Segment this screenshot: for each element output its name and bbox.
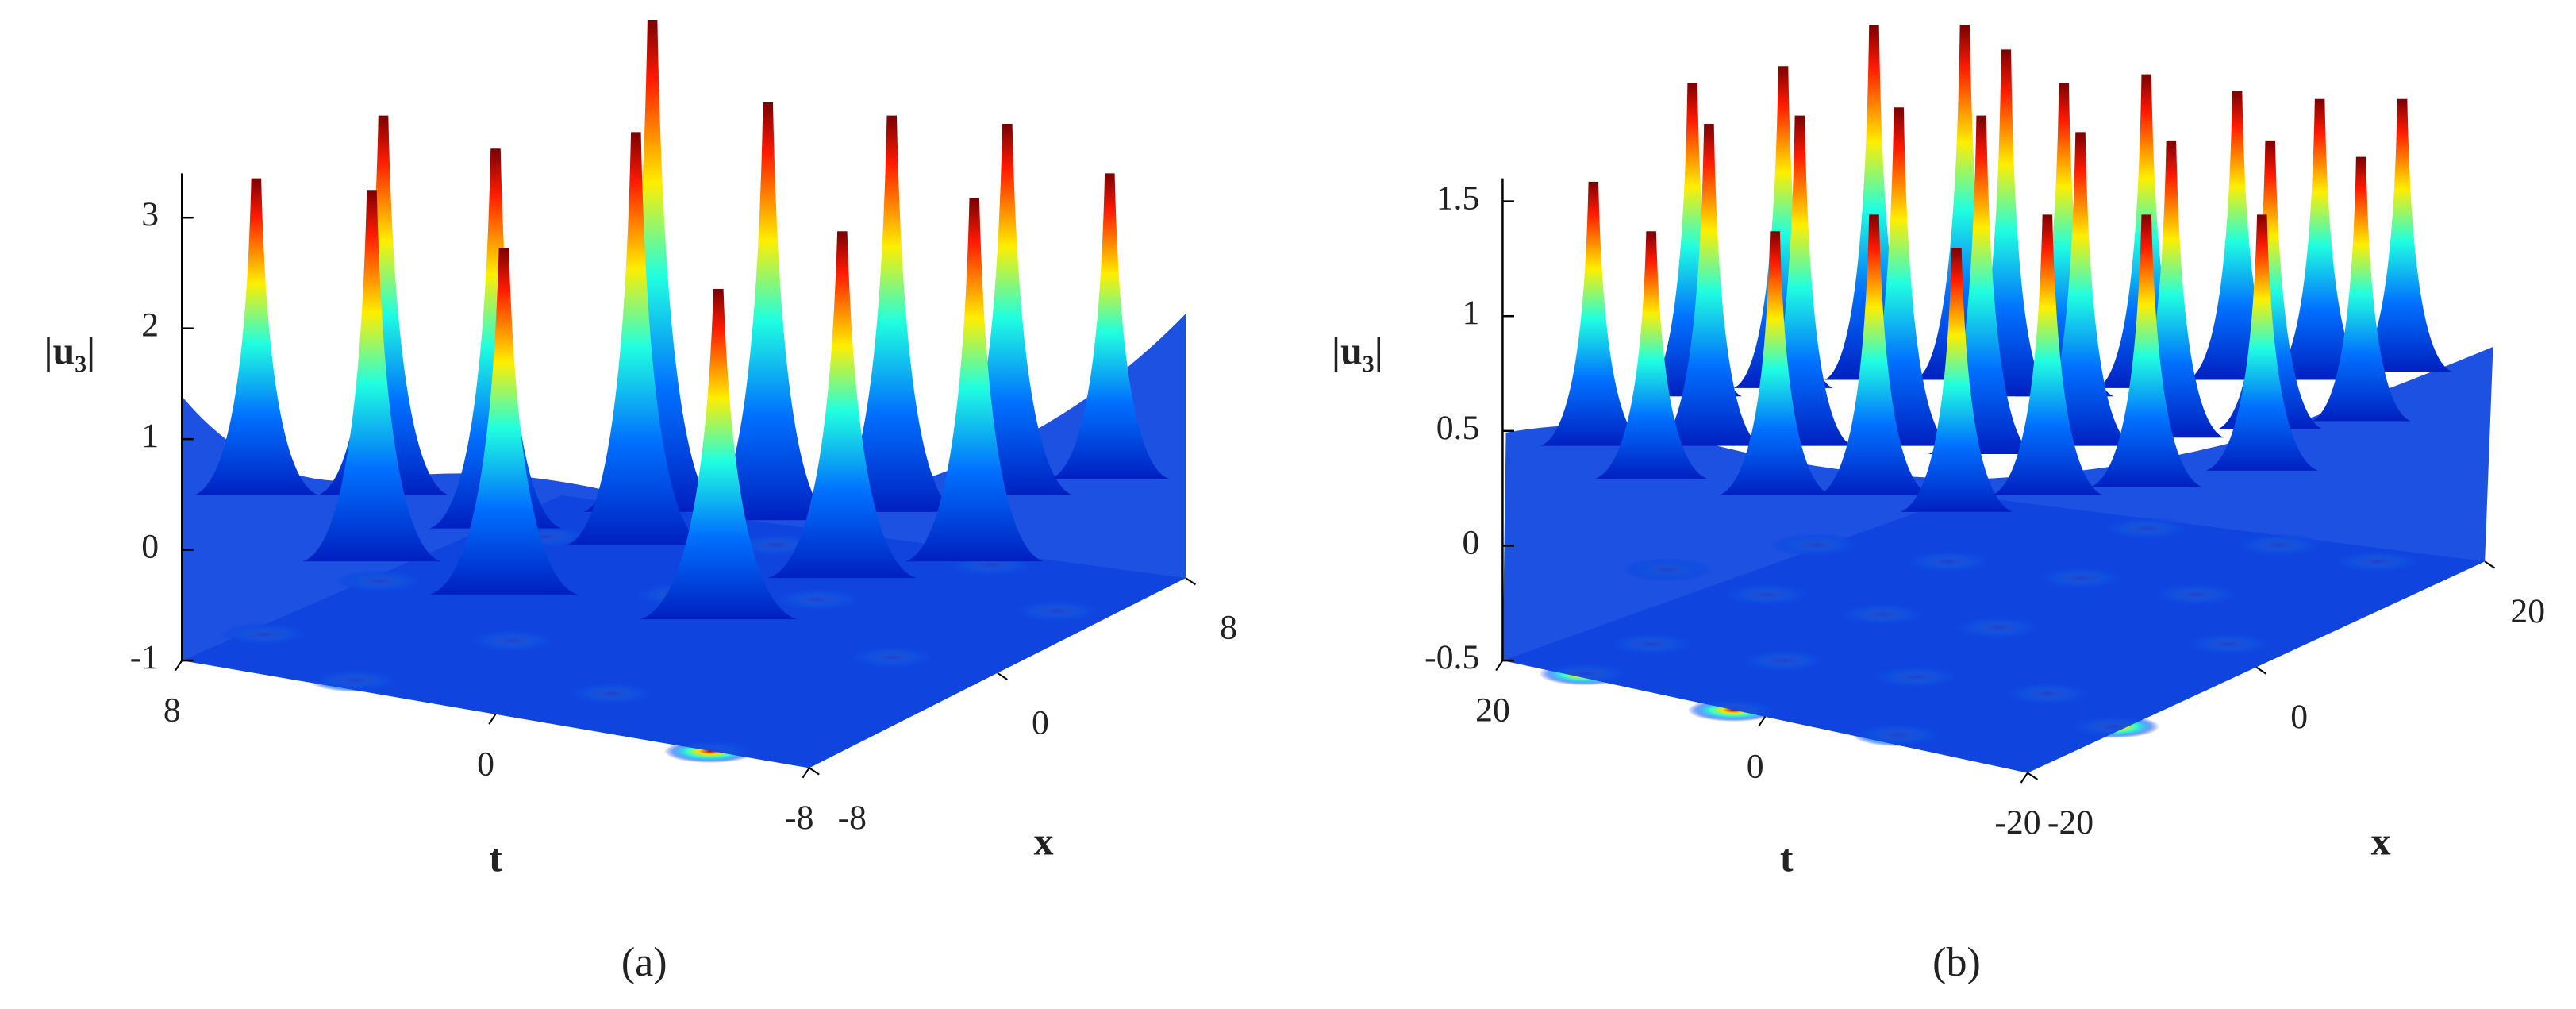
surface-peak bbox=[702, 102, 834, 521]
t-tick-label: 0 bbox=[1747, 747, 1764, 785]
z-axis-label: |u₃| bbox=[44, 329, 95, 373]
t-tick bbox=[802, 767, 810, 779]
panel: -0.5 0 0.5 1 1.5 20 0 -20 -20 0 20 |u₃| t x (b) bbox=[1332, 25, 2545, 985]
surface-peak bbox=[566, 132, 706, 545]
z-tick-label: -1 bbox=[130, 638, 159, 676]
z-tick-label: 0.5 bbox=[1436, 409, 1480, 447]
z-tick-label: 1.5 bbox=[1436, 179, 1480, 218]
x-tick bbox=[2484, 560, 2496, 569]
z-tick-label: 0 bbox=[1462, 523, 1479, 561]
surface-peak bbox=[1915, 25, 2015, 380]
x-tick-label: -8 bbox=[838, 799, 867, 837]
x-axis-label: x bbox=[1034, 820, 1054, 864]
surface-peak bbox=[941, 124, 1074, 496]
surface-peak bbox=[2187, 91, 2287, 380]
t-tick-label: -8 bbox=[785, 799, 813, 837]
surface-peak bbox=[1959, 49, 2053, 397]
surface-peak bbox=[1846, 107, 1952, 446]
surface-peak bbox=[1928, 115, 2035, 455]
surface-peak bbox=[639, 289, 798, 620]
surface-peak bbox=[905, 198, 1044, 562]
t-tick-label: -20 bbox=[1994, 803, 2040, 841]
z-tick-label: 1 bbox=[1462, 294, 1479, 332]
surface-peak bbox=[2118, 140, 2224, 438]
t-tick-label: 20 bbox=[1475, 691, 1510, 730]
t-tick bbox=[175, 660, 183, 672]
x-tick bbox=[809, 767, 820, 776]
surface-peak bbox=[1594, 231, 1708, 479]
x-tick bbox=[997, 672, 1008, 680]
z-tick-label: 3 bbox=[141, 195, 159, 233]
z-tick-label: 0 bbox=[141, 528, 159, 566]
surface-peak bbox=[317, 115, 450, 496]
t-tick bbox=[2020, 772, 2028, 784]
surface-peak bbox=[2352, 98, 2452, 372]
surface-peak bbox=[1718, 231, 1832, 496]
x-tick-label: 8 bbox=[1220, 609, 1237, 647]
surface-peak bbox=[1747, 115, 1853, 446]
surface-peak bbox=[2205, 214, 2319, 471]
surface-peak bbox=[2270, 98, 2370, 380]
caption: (b) bbox=[1932, 940, 1981, 985]
x-tick bbox=[2027, 772, 2038, 780]
surface-peak bbox=[1991, 214, 2104, 496]
x-tick-label: -20 bbox=[2047, 803, 2093, 841]
t-axis-label: t bbox=[1780, 836, 1794, 880]
t-tick bbox=[1757, 716, 1767, 727]
panel: -1 0 1 2 3 8 0 -8 -8 0 8 |u₃| t x (a) bbox=[44, 19, 1237, 985]
z-axis-label: |u₃| bbox=[1332, 329, 1383, 373]
surface-peak bbox=[1643, 83, 1743, 397]
surface-peak bbox=[1733, 66, 1833, 388]
surface-peak bbox=[2027, 132, 2134, 446]
z-tick-label: -0.5 bbox=[1424, 638, 1479, 676]
x-axis-label: x bbox=[2371, 820, 2391, 864]
x-tick bbox=[2255, 666, 2267, 675]
surface-peak bbox=[1824, 25, 1924, 380]
x-tick-label: 0 bbox=[1032, 703, 1049, 741]
surface-peak bbox=[825, 115, 958, 512]
surface-peak bbox=[193, 178, 319, 496]
surface-peak bbox=[1050, 173, 1170, 479]
surface-peak bbox=[1540, 181, 1647, 446]
z-tick-label: 2 bbox=[141, 306, 159, 345]
surface-peak bbox=[429, 248, 579, 595]
surface-peak bbox=[2311, 156, 2411, 422]
surface-peak bbox=[302, 190, 441, 562]
surface-peak bbox=[2090, 214, 2203, 487]
t-tick-label: 8 bbox=[163, 691, 181, 730]
surface-peak bbox=[2217, 140, 2324, 429]
surface-peak bbox=[582, 19, 722, 512]
x-tick bbox=[1185, 577, 1197, 586]
t-tick bbox=[1495, 660, 1504, 672]
surface-peak bbox=[1817, 214, 1931, 496]
x-tick-label: 20 bbox=[2510, 592, 2545, 630]
surface-peak bbox=[1900, 248, 2013, 512]
t-tick bbox=[488, 714, 497, 725]
caption: (a) bbox=[621, 940, 667, 985]
t-axis-label: t bbox=[489, 836, 502, 880]
surface-peak bbox=[1655, 124, 1763, 446]
t-tick-label: 0 bbox=[477, 745, 494, 783]
x-tick-label: 0 bbox=[2290, 698, 2308, 736]
z-tick-label: 1 bbox=[141, 417, 159, 455]
surface-peak bbox=[2014, 83, 2114, 397]
surface-peak bbox=[767, 231, 917, 579]
